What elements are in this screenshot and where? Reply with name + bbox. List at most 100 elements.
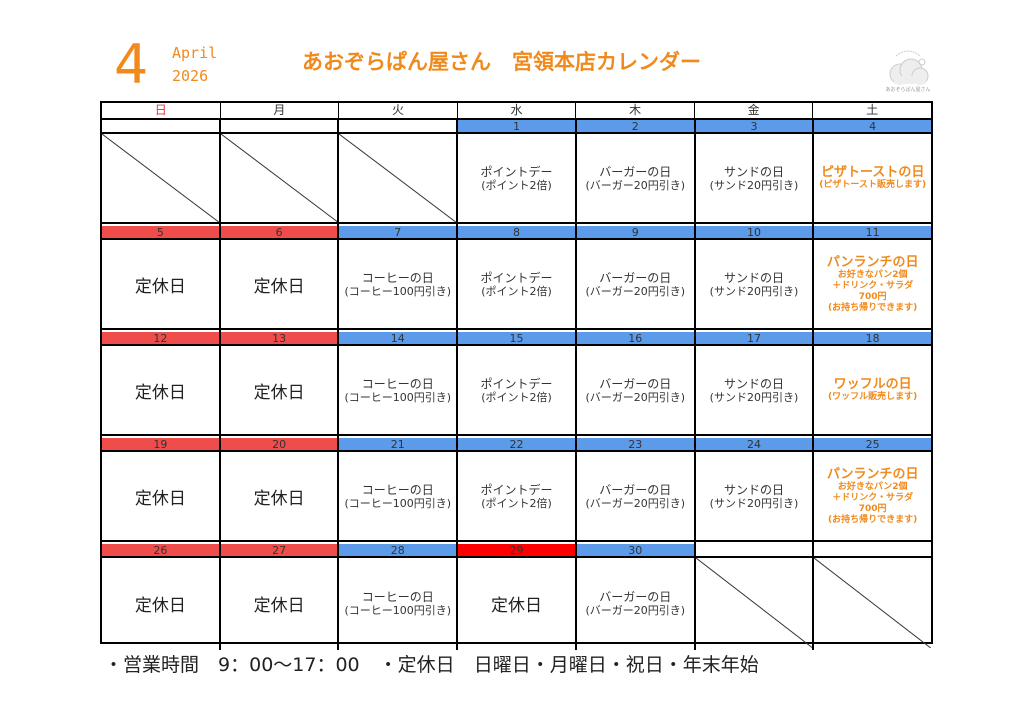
day-cell: 29 定休日 bbox=[458, 544, 577, 650]
calendar-week: 26 定休日 27 定休日 28 コーヒーの日 (コーヒー100円引き) 29 定休日 30 バーガ… bbox=[102, 544, 932, 650]
day-number bbox=[102, 120, 219, 134]
weekday-tue: 火 bbox=[339, 103, 458, 120]
event-detail: (バーガー20円引き) bbox=[585, 284, 686, 298]
event-title: ポイントデー bbox=[480, 482, 553, 497]
event-title: ポイントデー bbox=[480, 270, 553, 285]
event-detail: (コーヒー100円引き) bbox=[344, 603, 452, 617]
day-content: ポイントデー (ポイント2倍) bbox=[458, 134, 575, 224]
weekday-mon: 月 bbox=[220, 103, 340, 120]
event-detail: (お持ち帰りできます) bbox=[828, 514, 918, 525]
day-number: 4 bbox=[814, 120, 932, 134]
closed-label: 定休日 bbox=[134, 276, 186, 297]
day-number: 22 bbox=[458, 438, 575, 452]
event-detail: (ピザトースト販売します) bbox=[819, 180, 927, 190]
day-content: バーガーの日 (バーガー20円引き) bbox=[577, 558, 694, 648]
day-cell: 17 サンドの日 (サンド20円引き) bbox=[695, 332, 815, 438]
day-number: 19 bbox=[102, 438, 219, 452]
day-content: ワッフルの日 (ワッフル販売します) bbox=[814, 346, 932, 436]
event-title: パンランチの日 bbox=[826, 254, 919, 270]
day-number: 10 bbox=[695, 226, 813, 240]
day-number: 27 bbox=[220, 544, 338, 558]
event-detail: (コーヒー100円引き) bbox=[344, 390, 452, 404]
event-detail: (ポイント2倍) bbox=[481, 284, 552, 298]
event-detail: (サンド20円引き) bbox=[709, 284, 799, 298]
day-number: 23 bbox=[576, 438, 694, 452]
closed-label: 定休日 bbox=[491, 595, 543, 616]
month-name: April bbox=[172, 44, 218, 62]
event-title: バーガーの日 bbox=[599, 482, 672, 497]
event-title: ポイントデー bbox=[480, 164, 553, 179]
event-detail: ＋ドリンク・サラダ bbox=[832, 280, 914, 291]
day-content: 定休日 bbox=[102, 346, 219, 436]
day-cell: 27 定休日 bbox=[220, 544, 340, 650]
day-cell: 12 定休日 bbox=[102, 332, 221, 438]
day-cell: 15 ポイントデー (ポイント2倍) bbox=[458, 332, 577, 438]
event-detail: (バーガー20円引き) bbox=[585, 390, 686, 404]
day-content: 定休日 bbox=[458, 558, 575, 648]
day-number: 8 bbox=[458, 226, 575, 240]
calendar-week: 5 定休日 6 定休日 7 コーヒーの日 (コーヒー100円引き) 8 ポイントデー (ポイント2… bbox=[102, 226, 932, 332]
event-title: サンドの日 bbox=[723, 164, 784, 179]
calendar-title: あおぞらぱん屋さん 宮領本店カレンダー bbox=[302, 50, 701, 74]
day-cell bbox=[102, 120, 221, 226]
calendar-week: 12 定休日 13 定休日 14 コーヒーの日 (コーヒー100円引き) 15 ポイントデー (ポ… bbox=[102, 332, 932, 438]
event-title: コーヒーの日 bbox=[361, 589, 434, 604]
closed-label: 定休日 bbox=[253, 382, 305, 403]
day-number: 11 bbox=[814, 226, 932, 240]
day-content: ピザトーストの日 (ピザトースト販売します) bbox=[814, 134, 932, 224]
business-hours: 9：00～17：00 bbox=[218, 654, 360, 676]
day-number: 9 bbox=[576, 226, 694, 240]
day-number: 2 bbox=[576, 120, 694, 134]
calendar-week: 19 定休日 20 定休日 21 コーヒーの日 (コーヒー100円引き) 22 ポイントデー (ポ… bbox=[102, 438, 932, 544]
day-content: パンランチの日 お好きなパン2個 ＋ドリンク・サラダ 700円 (お持ち帰りできます) bbox=[814, 240, 932, 330]
day-cell bbox=[339, 120, 459, 226]
day-cell: 25 パンランチの日 お好きなパン2個 ＋ドリンク・サラダ 700円 (お持ち帰りできます… bbox=[814, 438, 932, 544]
day-cell: 13 定休日 bbox=[220, 332, 340, 438]
day-cell: 30 バーガーの日 (バーガー20円引き) bbox=[576, 544, 696, 650]
calendar-grid: 日 月 火 水 木 金 土 1 ポイントデー (ポイント2倍) 2 バーガーの日 (バーガ… bbox=[100, 101, 933, 650]
day-content: バーガーの日 (バーガー20円引き) bbox=[576, 346, 694, 436]
day-cell: 20 定休日 bbox=[220, 438, 340, 544]
day-cell: 10 サンドの日 (サンド20円引き) bbox=[695, 226, 815, 332]
closed-label: 定休日 bbox=[253, 276, 305, 297]
event-detail: (バーガー20円引き) bbox=[585, 178, 686, 192]
day-cell: 16 バーガーの日 (バーガー20円引き) bbox=[576, 332, 696, 438]
day-cell: 2 バーガーの日 (バーガー20円引き) bbox=[576, 120, 696, 226]
day-number: 21 bbox=[339, 438, 457, 452]
day-content: ポイントデー (ポイント2倍) bbox=[458, 346, 575, 436]
day-number: 25 bbox=[814, 438, 932, 452]
day-number: 5 bbox=[102, 226, 219, 240]
closed-label: 定休日 bbox=[134, 488, 186, 509]
event-detail: (サンド20円引き) bbox=[709, 496, 799, 510]
day-content bbox=[220, 134, 338, 224]
year: 2026 bbox=[172, 67, 209, 85]
day-cell: 18 ワッフルの日 (ワッフル販売します) bbox=[814, 332, 932, 438]
day-number: 6 bbox=[220, 226, 338, 240]
day-number: 12 bbox=[102, 332, 219, 346]
event-detail: 700円 bbox=[858, 291, 887, 302]
weekday-fri: 金 bbox=[694, 103, 814, 120]
day-content: サンドの日 (サンド20円引き) bbox=[695, 240, 813, 330]
empty-day-slash bbox=[814, 558, 931, 648]
day-cell: 14 コーヒーの日 (コーヒー100円引き) bbox=[339, 332, 459, 438]
day-number bbox=[339, 120, 457, 134]
day-cell: 7 コーヒーの日 (コーヒー100円引き) bbox=[339, 226, 459, 332]
event-title: サンドの日 bbox=[723, 376, 784, 391]
day-number: 24 bbox=[695, 438, 813, 452]
day-content: 定休日 bbox=[220, 240, 338, 330]
weekday-thu: 木 bbox=[576, 103, 695, 120]
day-content bbox=[696, 558, 813, 648]
day-number: 3 bbox=[695, 120, 813, 134]
day-cell: 9 バーガーの日 (バーガー20円引き) bbox=[576, 226, 696, 332]
event-title: バーガーの日 bbox=[599, 589, 672, 604]
day-cell bbox=[695, 544, 815, 650]
day-number: 30 bbox=[576, 544, 694, 558]
event-detail: ＋ドリンク・サラダ bbox=[832, 492, 914, 503]
day-number: 29 bbox=[458, 544, 575, 558]
event-detail: (ポイント2倍) bbox=[481, 496, 552, 510]
day-number: 7 bbox=[339, 226, 457, 240]
day-content: バーガーの日 (バーガー20円引き) bbox=[576, 240, 694, 330]
day-content bbox=[814, 558, 931, 648]
day-cell: 23 バーガーの日 (バーガー20円引き) bbox=[576, 438, 696, 544]
event-detail: (ポイント2倍) bbox=[481, 178, 552, 192]
